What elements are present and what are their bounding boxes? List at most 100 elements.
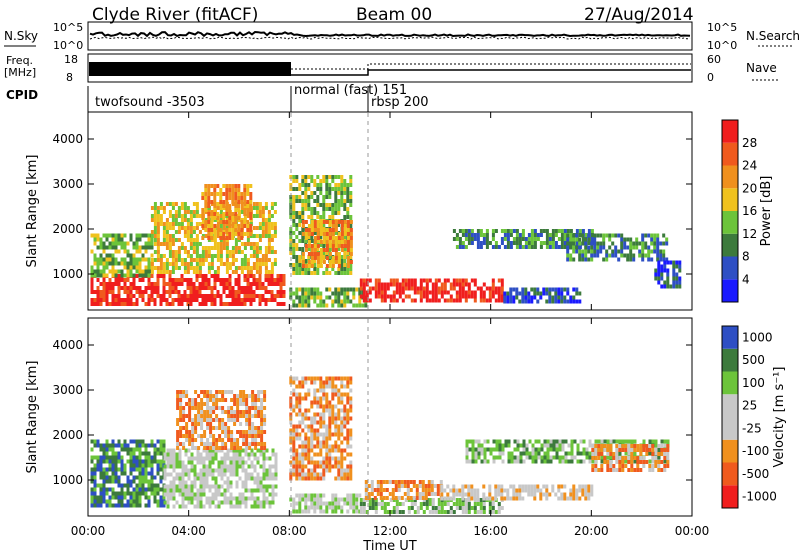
data-cell <box>455 290 459 295</box>
data-cell <box>512 492 516 497</box>
data-cell <box>355 303 359 308</box>
data-cell <box>263 414 267 418</box>
data-cell <box>193 464 197 469</box>
data-cell <box>259 452 263 457</box>
data-cell <box>328 384 332 389</box>
data-cell <box>620 237 624 242</box>
data-cell <box>371 506 375 510</box>
data-cell <box>195 262 199 266</box>
data-cell <box>228 208 232 212</box>
data-cell <box>207 200 211 204</box>
data-cell <box>238 460 242 465</box>
data-cell <box>183 294 187 298</box>
data-cell <box>446 298 450 303</box>
nave-tick-bottom: 0 <box>707 71 714 84</box>
data-cell <box>129 261 133 266</box>
data-cell <box>461 496 465 501</box>
data-cell <box>102 483 106 488</box>
data-cell <box>365 294 369 299</box>
data-cell <box>96 265 100 270</box>
data-cell <box>195 286 199 290</box>
data-cell <box>292 255 296 259</box>
data-cell <box>129 294 133 298</box>
data-cell <box>331 432 335 437</box>
data-cell <box>618 468 622 472</box>
data-cell <box>229 480 233 485</box>
data-cell <box>491 294 495 299</box>
data-cell <box>246 220 250 224</box>
data-cell <box>209 394 213 398</box>
data-cell <box>310 260 314 264</box>
data-cell <box>569 299 573 304</box>
data-cell <box>147 483 151 488</box>
data-cell <box>117 451 121 456</box>
data-cell <box>120 233 124 238</box>
data-cell <box>242 402 246 406</box>
data-cell <box>206 410 210 414</box>
data-cell <box>292 468 296 473</box>
data-cell <box>138 265 142 270</box>
nsearch-trace <box>89 36 691 40</box>
data-cell <box>236 402 240 406</box>
data-cell <box>322 243 326 247</box>
data-cell <box>584 245 588 250</box>
data-cell <box>99 282 103 286</box>
data-cell <box>162 266 166 270</box>
data-cell <box>183 226 187 230</box>
data-cell <box>129 269 133 274</box>
data-cell <box>597 444 601 448</box>
data-cell <box>273 298 277 302</box>
data-cell <box>90 447 94 452</box>
data-cell <box>243 254 247 258</box>
data-cell <box>557 245 561 249</box>
nave-trace <box>291 63 691 70</box>
data-cell <box>240 228 244 232</box>
data-cell <box>273 294 277 298</box>
data-cell <box>211 476 215 481</box>
data-cell <box>591 452 595 456</box>
data-cell <box>111 290 115 294</box>
data-cell <box>233 446 237 450</box>
data-cell <box>340 255 344 259</box>
data-cell <box>328 223 332 227</box>
data-cell <box>108 253 112 258</box>
data-cell <box>193 492 197 497</box>
data-cell <box>289 291 293 296</box>
data-cell <box>236 438 240 442</box>
data-cell <box>325 428 329 433</box>
data-cell <box>340 199 344 203</box>
data-cell <box>494 286 498 291</box>
data-cell <box>102 241 106 246</box>
data-cell <box>123 503 127 508</box>
data-cell <box>385 496 389 500</box>
data-cell <box>292 432 296 437</box>
data-cell <box>259 476 263 481</box>
data-cell <box>467 496 471 501</box>
data-cell <box>193 484 197 489</box>
data-cell <box>99 455 103 460</box>
data-cell <box>254 406 258 410</box>
data-cell <box>169 480 173 485</box>
data-cell <box>295 436 299 441</box>
data-cell <box>608 237 612 242</box>
data-cell <box>346 299 350 304</box>
data-cell <box>111 471 115 476</box>
data-cell <box>509 245 513 249</box>
data-cell <box>584 233 588 237</box>
data-cell <box>534 447 538 452</box>
data-cell <box>524 488 528 493</box>
data-cell <box>185 430 189 434</box>
data-cell <box>150 479 154 484</box>
data-cell <box>313 299 317 304</box>
data-cell <box>382 488 386 492</box>
data-cell <box>257 410 261 414</box>
data-cell <box>180 214 184 218</box>
data-cell <box>322 207 326 211</box>
data-cell <box>150 230 154 234</box>
data-cell <box>243 302 247 306</box>
data-cell <box>500 282 504 287</box>
data-cell <box>153 258 157 262</box>
data-cell <box>563 229 567 233</box>
data-cell <box>126 265 130 270</box>
data-cell <box>334 252 338 256</box>
